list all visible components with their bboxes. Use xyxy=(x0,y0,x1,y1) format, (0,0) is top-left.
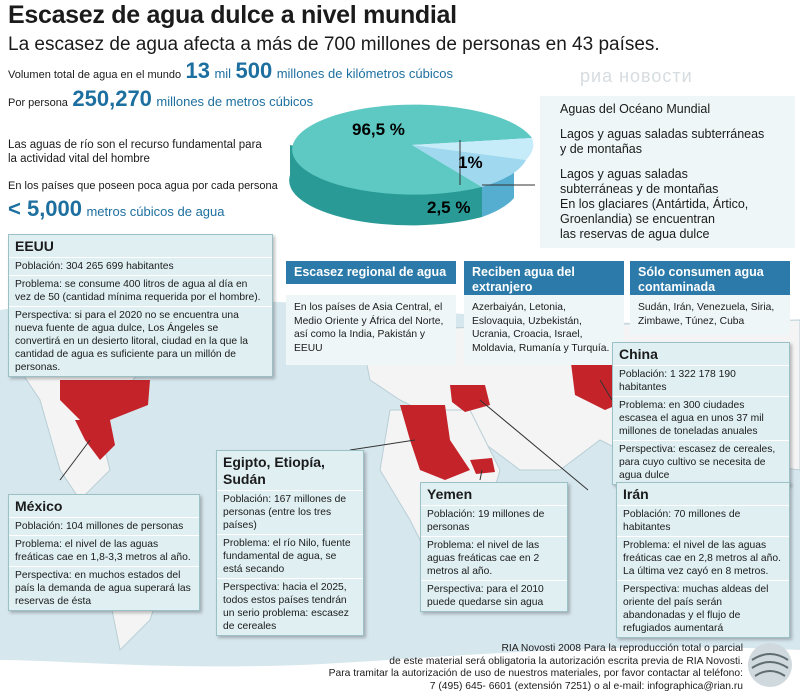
country-box-yemen: Yemen Población: 19 millones de personas… xyxy=(420,482,568,612)
country-box-iran: Irán Población: 70 millones de habitante… xyxy=(616,482,790,638)
total-volume-label: Volumen total de agua en el mundo xyxy=(8,69,182,81)
iran-problem: Problema: el nivel de las aguas freática… xyxy=(617,536,789,580)
mexico-highlight xyxy=(75,420,115,460)
eeuu-problem: Problema: se consume 400 litros de agua … xyxy=(9,275,272,306)
iran-highlight xyxy=(450,385,490,412)
mexico-population: Población: 104 millones de personas xyxy=(9,517,199,535)
per-person-unit: millones de metros cúbicos xyxy=(156,94,314,109)
china-population: Población: 1 322 178 190 habitantes xyxy=(613,365,789,396)
credit-text: RIA Novosti 2008 Para la reproducción to… xyxy=(255,643,743,693)
per-person-stat: Por persona 250,270 millones de metros c… xyxy=(8,86,313,112)
eeuu-population: Población: 304 265 699 habitantes xyxy=(9,257,272,275)
total-volume-mil: mil xyxy=(214,66,232,81)
iran-population: Población: 70 millones de habitantes xyxy=(617,505,789,536)
legend-item-glaciers: Lagos y aguas saladas subterráneas y de … xyxy=(560,167,789,242)
poor-countries-label: En los países que poseen poca agua por c… xyxy=(8,180,278,192)
poor-countries-value: < 5,000 xyxy=(8,196,83,221)
total-volume-unit: millones de kilómetros cúbicos xyxy=(276,66,453,81)
credit-line-3: Para tramitar la autorización de uso de … xyxy=(328,668,743,679)
pie-label-glaciers: 2,5 % xyxy=(427,198,470,217)
pie-label-lakes: 1% xyxy=(458,153,483,172)
country-name-iran: Irán xyxy=(623,486,649,502)
abroad-panel: Azerbaiyán, Letonia, Eslovaquia, Uzbekis… xyxy=(464,295,624,365)
poor-countries-unit: metros cúbicos de agua xyxy=(86,204,225,219)
pie-legend: Aguas del Océano Mundial Lagos y aguas s… xyxy=(540,96,795,248)
legend-lakes-line-1: Lagos y aguas saladas subterráneas xyxy=(560,127,765,141)
pie-side-fresh xyxy=(482,168,514,217)
country-name-china: China xyxy=(619,346,658,362)
pie-slice-lakes xyxy=(412,138,534,160)
country-box-mexico: México Población: 104 millones de person… xyxy=(8,494,200,611)
credit-line-4: 7 (495) 645- 6601 (extensión 7251) o al … xyxy=(429,680,743,692)
china-perspective: Perspectiva: escasez de cereales, para c… xyxy=(613,440,789,484)
egipto-etiopia-sudan-highlight xyxy=(400,405,470,480)
legend-item-lakes: Lagos y aguas saladas subterráneas y de … xyxy=(560,127,789,157)
country-box-egipto: Egipto, Etiopía, Sudán Población: 167 mi… xyxy=(216,450,364,636)
legend-glaciers-line-5: las reservas de agua dulce xyxy=(560,227,710,241)
watermark: риа новости xyxy=(580,66,693,86)
total-volume-rest: 500 xyxy=(235,58,273,83)
egipto-problem: Problema: el río Nilo, fuente fundamenta… xyxy=(217,534,363,578)
regional-header: Escasez regional de agua xyxy=(286,261,456,284)
abroad-header: Reciben agua del extranjero xyxy=(464,261,624,299)
country-name-eeuu: EEUU xyxy=(15,238,54,254)
egipto-population: Población: 167 millones de personas (ent… xyxy=(217,490,363,534)
legend-glaciers-line-3: En los glaciares (Antártida, Ártico, xyxy=(560,197,749,211)
country-box-eeuu: EEUU Población: 304 265 699 habitantes P… xyxy=(8,234,273,377)
legend-lakes-line-2: y de montañas xyxy=(560,142,642,156)
water-pie-chart: 96,5 % 1% 2,5 % xyxy=(289,104,535,226)
country-name-mexico: México xyxy=(15,498,63,514)
country-name-egipto: Egipto, Etiopía, Sudán xyxy=(223,454,325,487)
eeuu-highlight xyxy=(60,380,150,420)
egipto-perspective: Perspectiva: hacia el 2025, todos estos … xyxy=(217,578,363,635)
mexico-perspective: Perspectiva: en muchos estados del país … xyxy=(9,566,199,610)
ria-logo xyxy=(748,643,792,687)
legend-glaciers-line-4: Groenlandia) se encuentran xyxy=(560,212,715,226)
eeuu-perspective: Perspectiva: si para el 2020 no se encue… xyxy=(9,306,272,376)
legend-item-ocean: Aguas del Océano Mundial xyxy=(560,102,789,117)
yemen-population: Población: 19 millones de personas xyxy=(421,505,567,536)
yemen-perspective: Perspectiva: para el 2010 puede quedarse… xyxy=(421,580,567,611)
connector-lines xyxy=(59,379,613,491)
credit-line-2: de este material será obligatoria la aut… xyxy=(389,655,743,667)
total-volume-value: 13 xyxy=(185,58,211,83)
yemen-highlight xyxy=(470,458,495,474)
mexico-problem: Problema: el nivel de las aguas freática… xyxy=(9,535,199,566)
page-subtitle: La escasez de agua afecta a más de 700 m… xyxy=(8,34,660,55)
country-box-china: China Población: 1 322 178 190 habitante… xyxy=(612,342,790,485)
legend-ocean-line-1: Aguas del Océano Mundial xyxy=(560,102,711,116)
contaminated-header: Sólo consumen agua contaminada xyxy=(630,261,790,299)
legend-glaciers-line-1: Lagos y aguas saladas xyxy=(560,167,688,181)
contaminated-panel: Sudán, Irán, Venezuela, Siria, Zimbawe, … xyxy=(630,295,790,335)
pie-slice-glaciers xyxy=(412,145,526,187)
page-title: Escasez de agua dulce a nivel mundial xyxy=(8,1,457,29)
pie-slice-ocean xyxy=(292,104,532,195)
credit-line-1: RIA Novosti 2008 Para la reproducción to… xyxy=(501,643,743,654)
total-volume-stat: Volumen total de agua en el mundo 13 mil… xyxy=(8,58,453,84)
regional-panel: En los países de Asia Central, el Medio … xyxy=(286,295,456,365)
per-person-value: 250,270 xyxy=(72,86,152,111)
china-problem: Problema: en 300 ciudades escasea el agu… xyxy=(613,396,789,440)
yemen-problem: Problema: el nivel de las aguas freática… xyxy=(421,536,567,580)
per-person-label: Por persona xyxy=(8,97,68,109)
poor-countries-stat: < 5,000 metros cúbicos de agua xyxy=(8,196,225,222)
iran-perspective: Perspectiva: muchas aldeas del oriente d… xyxy=(617,580,789,637)
country-name-yemen: Yemen xyxy=(427,486,473,502)
river-note: Las aguas de río son el recurso fundamen… xyxy=(8,139,262,165)
legend-glaciers-line-2: subterráneas y de montañas xyxy=(560,182,719,196)
pie-label-ocean: 96,5 % xyxy=(352,120,405,139)
